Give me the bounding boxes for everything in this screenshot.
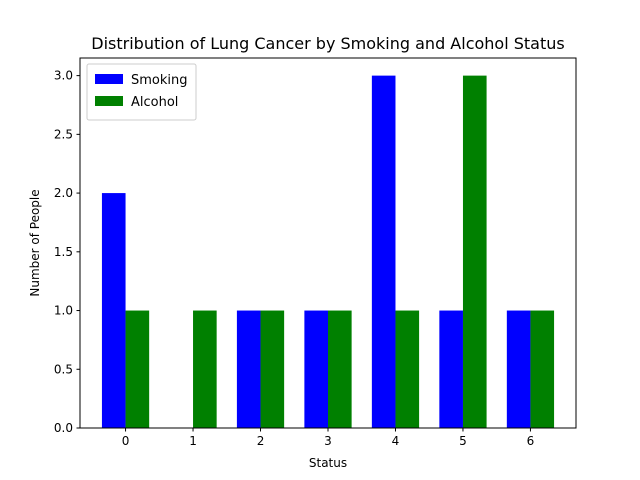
bar-alcohol-3 — [328, 310, 352, 428]
y-tick-label: 1.5 — [54, 245, 73, 259]
x-tick-label: 3 — [324, 434, 332, 448]
y-tick-label: 3.0 — [54, 69, 73, 83]
bar-smoking-5 — [439, 310, 463, 428]
legend-swatch-smoking — [95, 74, 123, 84]
bar-smoking-0 — [101, 193, 126, 428]
x-tick-label: 1 — [189, 434, 197, 448]
y-tick-label: 0.5 — [54, 362, 73, 376]
bar-alcohol-0 — [125, 310, 150, 428]
bar-smoking-4 — [371, 75, 396, 428]
bar-alcohol-6 — [530, 310, 555, 428]
x-axis: 0 1 2 3 4 5 6 — [122, 428, 535, 448]
bar-smoking-6 — [506, 310, 531, 428]
x-tick-label: 5 — [459, 434, 467, 448]
x-axis-label: Status — [309, 456, 347, 470]
bar-alcohol-4 — [395, 310, 420, 428]
bar-alcohol-2 — [260, 310, 285, 428]
legend-swatch-alcohol — [95, 96, 123, 106]
x-tick-label: 6 — [527, 434, 535, 448]
bar-alcohol-1 — [193, 310, 217, 428]
y-tick-label: 2.5 — [54, 127, 73, 141]
bar-alcohol-5 — [462, 75, 487, 428]
x-tick-label: 4 — [392, 434, 400, 448]
y-tick-label: 0.0 — [54, 421, 73, 435]
x-tick-label: 0 — [122, 434, 130, 448]
y-tick-label: 2.0 — [54, 186, 73, 200]
chart-title: Distribution of Lung Cancer by Smoking a… — [91, 34, 564, 53]
y-axis-label: Number of People — [28, 189, 42, 296]
legend-label-smoking: Smoking — [131, 73, 188, 88]
y-tick-label: 1.0 — [54, 304, 73, 318]
bar-smoking-3 — [304, 310, 328, 428]
bars-group — [101, 75, 555, 428]
y-axis: 0.0 0.5 1.0 1.5 2.0 2.5 3.0 — [54, 69, 80, 435]
bar-smoking-2 — [236, 310, 261, 428]
legend-label-alcohol: Alcohol — [131, 95, 178, 110]
legend: Smoking Alcohol — [86, 63, 197, 121]
x-tick-label: 2 — [257, 434, 265, 448]
